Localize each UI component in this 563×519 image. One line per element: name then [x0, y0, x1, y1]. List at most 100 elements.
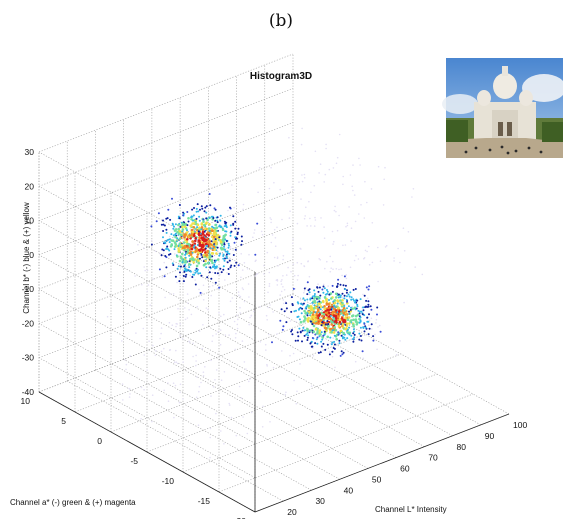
histogram-point [181, 222, 185, 226]
histogram-point [340, 323, 343, 326]
floor-grid-line [74, 313, 330, 413]
histogram-point [200, 253, 203, 256]
histogram-point [414, 266, 417, 268]
histogram-point [255, 259, 257, 262]
histogram-point [191, 244, 194, 247]
histogram-point [281, 328, 284, 331]
histogram-point [142, 327, 145, 330]
histogram-point [198, 330, 201, 333]
histogram-point [253, 232, 255, 234]
histogram-point [222, 253, 225, 256]
histogram-point [238, 294, 240, 297]
histogram-point [248, 253, 250, 256]
histogram-point [351, 307, 354, 311]
histogram-point [196, 244, 199, 246]
histogram-point [176, 230, 179, 234]
histogram-point [171, 324, 174, 327]
histogram-point [315, 338, 318, 341]
histogram-point [309, 342, 312, 345]
histogram-point [335, 162, 338, 165]
histogram-point [300, 143, 303, 146]
histogram-point [177, 362, 179, 365]
histogram-point [227, 273, 230, 275]
left-wall-grid-line [38, 220, 256, 341]
histogram-point [363, 257, 366, 259]
histogram-point [189, 224, 193, 227]
histogram-point [333, 340, 336, 343]
histogram-point [175, 325, 177, 328]
y-axis-line [38, 391, 256, 513]
histogram-point [341, 292, 344, 295]
histogram-point [340, 350, 343, 353]
histogram-point [263, 264, 265, 267]
histogram-point [210, 395, 212, 397]
histogram-point [250, 411, 253, 414]
histogram-point [228, 252, 231, 255]
histogram-point [297, 335, 300, 338]
histogram-point [225, 253, 228, 256]
histogram-point [331, 355, 334, 358]
histogram-point [280, 283, 283, 285]
histogram-point [362, 357, 365, 360]
histogram-point [220, 226, 222, 228]
histogram-point [312, 347, 314, 349]
histogram-point [241, 340, 244, 342]
histogram-point [333, 310, 336, 314]
histogram-point [174, 235, 177, 239]
histogram-point [253, 229, 256, 231]
histogram-point [228, 404, 231, 406]
histogram-point [300, 312, 303, 315]
histogram-point [198, 390, 200, 393]
histogram-point [177, 223, 180, 227]
histogram-point [302, 302, 305, 305]
histogram-point [234, 236, 237, 239]
histogram-point [349, 266, 352, 269]
y-axis-label: Channel a* (-) green & (+) magenta [10, 498, 136, 507]
histogram-point [285, 302, 288, 305]
histogram-point [353, 259, 356, 262]
histogram-point [231, 184, 233, 186]
histogram-point [325, 300, 329, 303]
histogram-point [318, 329, 322, 332]
back-wall-grid-line [38, 293, 294, 393]
histogram-point [146, 369, 148, 371]
histogram-point [186, 317, 189, 319]
histogram-point [214, 208, 217, 211]
histogram-point [128, 388, 131, 390]
histogram-point [158, 268, 161, 271]
histogram-point [150, 243, 153, 246]
histogram-point [216, 246, 219, 249]
histogram-point [335, 210, 337, 213]
histogram-point [269, 304, 271, 306]
histogram-point [178, 242, 182, 245]
histogram-point [188, 251, 191, 255]
histogram-point [291, 303, 294, 305]
histogram-point [322, 283, 325, 286]
histogram-point [261, 233, 264, 236]
histogram-point [154, 354, 157, 357]
histogram-point [183, 265, 186, 268]
histogram-point [209, 255, 212, 259]
histogram-point [203, 210, 206, 213]
histogram-point [336, 318, 340, 321]
histogram-point [353, 333, 356, 336]
histogram-point [330, 343, 333, 346]
histogram-point [236, 323, 239, 326]
histogram-point [140, 386, 143, 389]
histogram-point [379, 330, 382, 333]
histogram-point [268, 285, 271, 287]
histogram-point [188, 340, 190, 343]
histogram-point [188, 254, 191, 257]
histogram-point [379, 260, 382, 263]
histogram-point [343, 336, 346, 339]
histogram-point [208, 271, 211, 274]
histogram-point [248, 323, 250, 326]
histogram-point [339, 354, 342, 357]
histogram-point [227, 209, 229, 212]
histogram-point [287, 266, 289, 269]
histogram-point [186, 248, 190, 252]
histogram-point [271, 341, 273, 344]
histogram-point [351, 314, 354, 318]
histogram-point [345, 298, 348, 301]
histogram-point [184, 252, 187, 255]
